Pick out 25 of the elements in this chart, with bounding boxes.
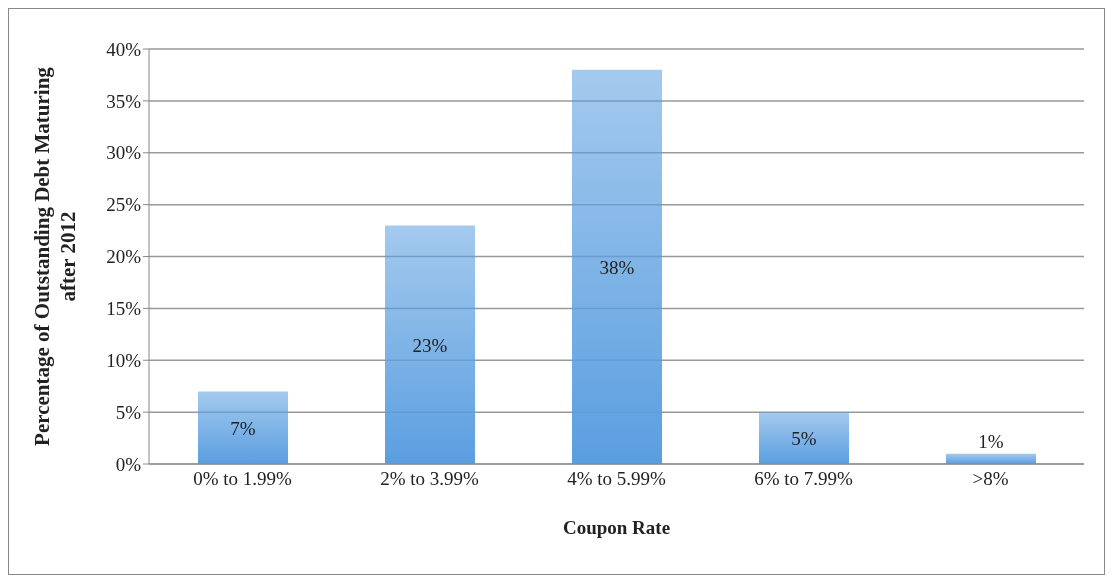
- x-tick-label: 6% to 7.99%: [754, 468, 854, 490]
- bar: [572, 69, 662, 464]
- y-tick-label: 25%: [106, 194, 142, 216]
- data-label: 5%: [791, 428, 817, 450]
- bar: [385, 225, 475, 464]
- data-label: 38%: [599, 256, 635, 278]
- y-tick-label: 35%: [106, 90, 142, 112]
- bar: [198, 391, 288, 464]
- x-tick-label: 0% to 1.99%: [193, 468, 293, 490]
- data-label: 23%: [412, 334, 448, 356]
- y-axis-title: Percentage of Outstanding Debt Maturing after 2012: [30, 66, 80, 446]
- bar: [759, 412, 849, 464]
- x-tick-label: >8%: [972, 468, 1009, 490]
- y-tick-label: 10%: [106, 349, 142, 371]
- y-tick-label: 40%: [106, 38, 142, 60]
- y-tick-label: 30%: [106, 142, 142, 164]
- y-tick-label: 5%: [115, 401, 142, 423]
- y-tick-label: 15%: [106, 298, 142, 320]
- data-label: 7%: [230, 417, 256, 439]
- x-axis-title: Coupon Rate: [562, 517, 671, 538]
- x-tick-label: 4% to 5.99%: [567, 468, 667, 490]
- y-tick-label: 0%: [115, 453, 142, 475]
- data-label: 1%: [978, 430, 1004, 452]
- x-tick-label: 2% to 3.99%: [380, 468, 480, 490]
- y-tick-label: 20%: [106, 246, 142, 268]
